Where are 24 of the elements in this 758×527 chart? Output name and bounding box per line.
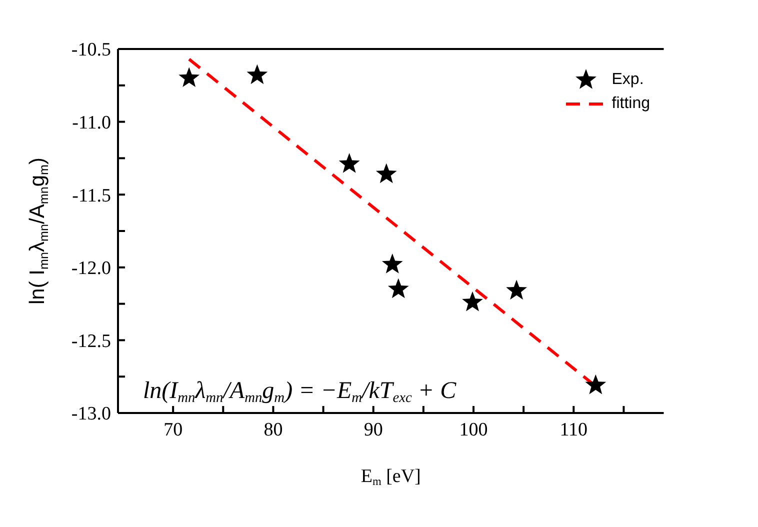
point	[506, 280, 528, 300]
point	[246, 64, 268, 84]
x-tick-label: 100	[459, 419, 488, 440]
y-tick-label: -11.5	[72, 185, 111, 206]
x-tick-label: 80	[264, 419, 283, 440]
point	[338, 153, 360, 173]
y-tick-label: -10.5	[71, 40, 111, 61]
y-tick-label: -12.0	[71, 258, 111, 280]
text: ln(I$_{mn}$λ$_{mn}$/A$_{mn}$g$_{m}$) = −E$_{m}$/kT$_{exc}$ + C	[143, 378, 456, 406]
point	[178, 67, 200, 88]
point	[462, 291, 483, 312]
x-tick-label: 70	[164, 419, 183, 440]
y-tick-label: -12.5	[71, 330, 111, 352]
x-tick-label: 90	[364, 419, 383, 440]
y-tick-label: -13.0	[71, 404, 111, 425]
point	[382, 253, 403, 274]
x-axis-title: E$_{m}$ [eV]	[360, 466, 421, 488]
legend-label: fitting	[612, 95, 650, 113]
y-tick-label: -11.0	[72, 112, 111, 134]
legend-label: Exp.	[612, 71, 644, 89]
point	[376, 163, 397, 184]
point	[585, 374, 606, 394]
point	[388, 278, 409, 298]
x-tick-label: 110	[560, 419, 588, 440]
